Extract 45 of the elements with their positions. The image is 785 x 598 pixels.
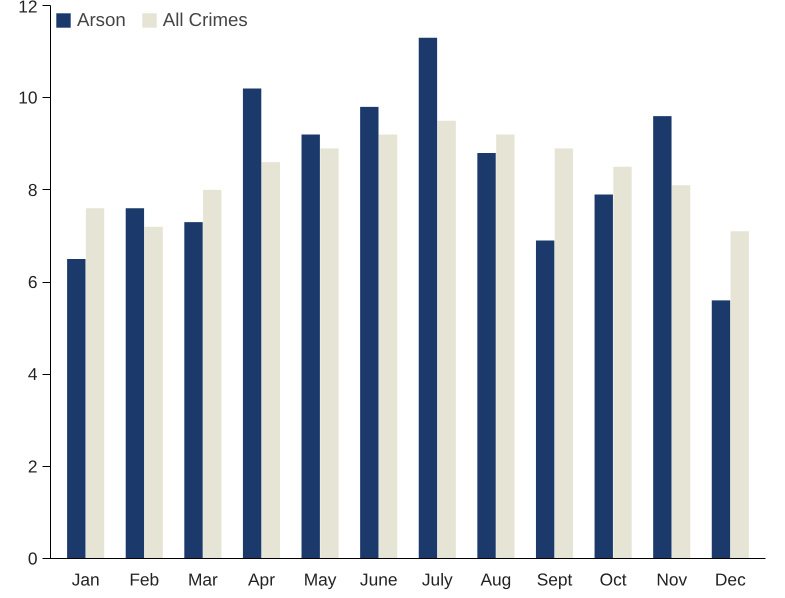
bar (653, 116, 672, 558)
y-tick-label: 8 (28, 180, 38, 200)
bar (203, 190, 222, 558)
bar (302, 134, 320, 558)
bar (496, 134, 514, 558)
bar (242, 88, 262, 558)
bar (437, 120, 456, 558)
bar (477, 152, 496, 558)
bar (536, 240, 554, 558)
x-tick-label: Dec (714, 570, 746, 590)
y-tick-label: 0 (28, 548, 38, 568)
bar (730, 231, 749, 558)
y-tick-label: 10 (18, 88, 38, 108)
y-tick-label: 6 (28, 272, 38, 292)
bar (86, 208, 104, 558)
bar (378, 134, 398, 558)
bar (184, 222, 203, 558)
x-tick-label: Feb (129, 570, 160, 590)
x-tick-label: Nov (656, 570, 688, 590)
legend-label: All Crimes (162, 9, 248, 31)
bar (418, 38, 438, 558)
x-tick-label: Aug (480, 570, 512, 590)
bar (360, 106, 379, 558)
y-tick-label: 2 (28, 456, 38, 476)
legend-label: Arson (77, 9, 126, 31)
x-tick-label: Mar (188, 570, 218, 590)
x-tick-label: July (422, 570, 454, 590)
x-tick-label: May (304, 570, 337, 590)
bar (320, 148, 339, 558)
bar (126, 208, 144, 558)
bar (144, 226, 163, 558)
bar (262, 162, 280, 558)
bar (594, 194, 613, 558)
bar (613, 166, 632, 558)
x-tick-label: Sept (536, 570, 573, 590)
x-tick-label: June (360, 570, 398, 590)
bar (672, 185, 690, 558)
y-tick-label: 4 (28, 364, 38, 384)
x-tick-label: Apr (248, 570, 276, 590)
bar (712, 300, 730, 558)
x-tick-label: Oct (600, 570, 627, 590)
y-tick-label: 12 (18, 0, 38, 16)
bar (554, 148, 574, 558)
bar (67, 258, 86, 558)
x-tick-label: Jan (72, 570, 100, 590)
